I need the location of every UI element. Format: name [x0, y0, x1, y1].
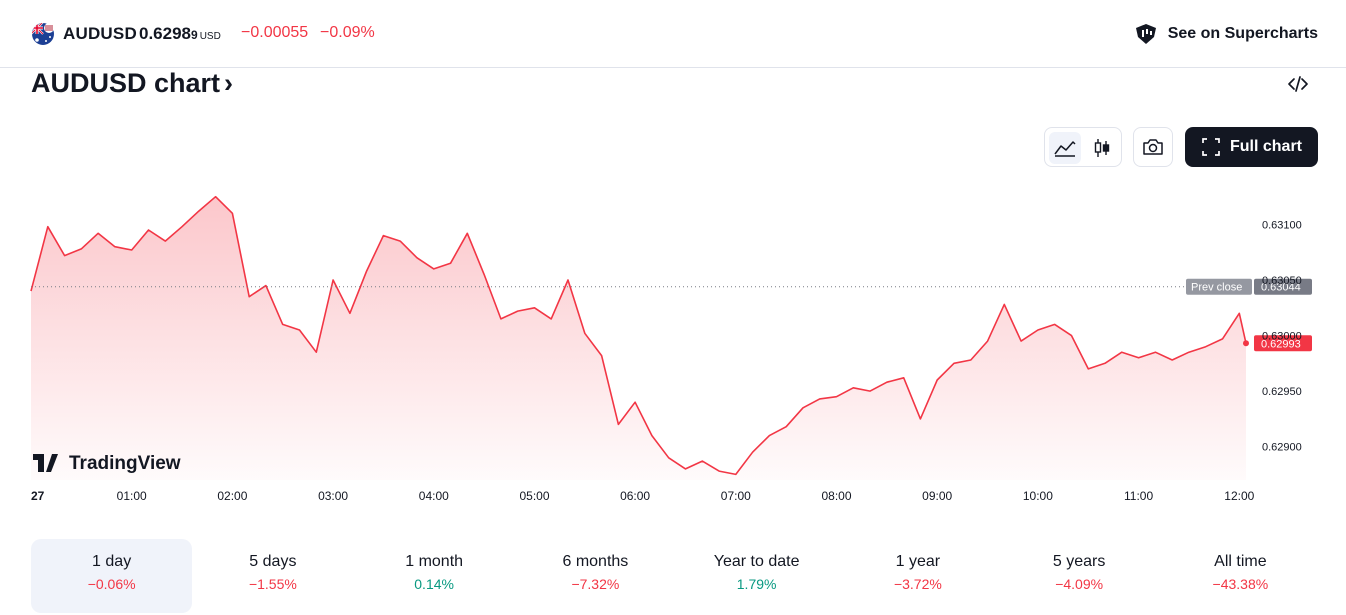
snapshot-button[interactable]: [1133, 127, 1173, 167]
chart-title: AUDUSD chart: [31, 68, 221, 98]
period-button-5-days[interactable]: 5 days −1.55%: [192, 539, 353, 613]
period-change: −1.55%: [248, 576, 297, 592]
price-change: −0.00055: [241, 24, 309, 41]
australia-flag-icon: [32, 23, 54, 45]
see-on-supercharts-link[interactable]: See on Supercharts: [1133, 20, 1318, 48]
tradingview-wordmark: TradingView: [69, 453, 181, 474]
x-tick-label: 27: [31, 489, 45, 503]
period-button-year-to-date[interactable]: Year to date 1.79%: [676, 539, 837, 613]
prev-close-value-tag: [1254, 278, 1312, 295]
period-button-1-day[interactable]: 1 day −0.06%: [31, 539, 193, 613]
period-button-1-year[interactable]: 1 year −3.72%: [837, 539, 998, 613]
area-chart-button[interactable]: [1049, 132, 1081, 164]
period-label: Year to date: [713, 553, 800, 570]
period-button-all-time[interactable]: All time −43.38%: [1160, 539, 1321, 613]
x-tick-label: 02:00: [217, 489, 247, 503]
period-button-6-months[interactable]: 6 months −7.32%: [515, 539, 676, 613]
last-price-value: 0.62993: [1261, 338, 1301, 350]
x-tick-label: 07:00: [721, 489, 751, 503]
symbol-name: AUDUSD: [63, 24, 137, 43]
y-tick-label: 0.62950: [1262, 386, 1302, 398]
x-tick-label: 03:00: [318, 489, 348, 503]
candlestick-icon: [1094, 139, 1110, 157]
y-tick-label: 0.63100: [1262, 219, 1302, 231]
y-tick-label: 0.62900: [1262, 442, 1302, 454]
price-area-fill: [31, 196, 1246, 480]
price-line: [30, 195, 1247, 476]
period-label: 1 year: [895, 553, 941, 570]
full-chart-label: Full chart: [1229, 138, 1302, 155]
fullscreen-icon: [1202, 138, 1220, 156]
period-button-5-years[interactable]: 5 years −4.09%: [999, 539, 1160, 613]
x-tick-label: 12:00: [1224, 489, 1254, 503]
last-price-dot: [1243, 340, 1249, 347]
period-change: −43.38%: [1212, 576, 1269, 592]
candlestick-button[interactable]: [1086, 132, 1118, 164]
x-tick-label: 08:00: [821, 489, 851, 503]
symbol-header: AUDUSD 0.62989 USD −0.00055 −0.09% See on…: [0, 0, 1346, 68]
supercharts-icon: [1135, 24, 1156, 44]
prev-close-label: Prev close: [1191, 282, 1242, 294]
price-change-percent: −0.09%: [320, 24, 375, 41]
period-change: −4.09%: [1055, 576, 1104, 592]
tradingview-logo-icon: [33, 454, 58, 472]
period-label: 1 day: [92, 553, 132, 570]
prev-close-value: 0.63044: [1261, 282, 1301, 294]
supercharts-label: See on Supercharts: [1167, 25, 1318, 42]
tradingview-logo: TradingView: [33, 453, 181, 474]
price-chart[interactable]: Prev close 0.63044 0.62993 0.63100 0.63050 0…: [0, 180, 1346, 520]
chevron-right-icon: ›: [224, 68, 234, 98]
period-change: −7.32%: [571, 576, 620, 592]
chart-style-toggle: [1044, 127, 1122, 167]
period-label: 6 months: [562, 553, 629, 570]
area-chart-icon: [1054, 141, 1076, 157]
embed-code-icon[interactable]: [1286, 72, 1310, 96]
period-button-1-month[interactable]: 1 month 0.14%: [354, 539, 515, 613]
x-tick-label: 01:00: [117, 489, 147, 503]
full-chart-button[interactable]: Full chart: [1185, 127, 1318, 167]
period-change: 1.79%: [736, 576, 777, 592]
x-tick-label: 05:00: [519, 489, 549, 503]
y-tick-label: 0.63050: [1262, 275, 1302, 287]
period-label: 5 days: [249, 553, 297, 570]
chart-title-link[interactable]: AUDUSD chart ›: [31, 68, 233, 99]
period-label: 5 years: [1052, 553, 1106, 570]
x-tick-label: 06:00: [620, 489, 650, 503]
period-change: −3.72%: [893, 576, 942, 592]
period-selector: 1 day −0.06% 5 days −1.55% 1 month 0.14% 6 mon…: [31, 539, 1321, 613]
period-change: −0.06%: [87, 576, 136, 592]
last-price-tag: [1254, 335, 1312, 352]
y-tick-label: 0.63000: [1262, 331, 1302, 343]
x-tick-label: 09:00: [922, 489, 952, 503]
x-tick-label: 04:00: [419, 489, 449, 503]
period-label: 1 month: [405, 553, 464, 570]
camera-icon: [1143, 139, 1163, 155]
x-tick-label: 10:00: [1023, 489, 1053, 503]
period-label: All time: [1214, 553, 1267, 570]
prev-close-tag: [1186, 278, 1252, 295]
period-change: 0.14%: [414, 576, 454, 592]
last-price: 0.62989 USD: [139, 24, 221, 43]
x-tick-label: 11:00: [1124, 489, 1153, 503]
